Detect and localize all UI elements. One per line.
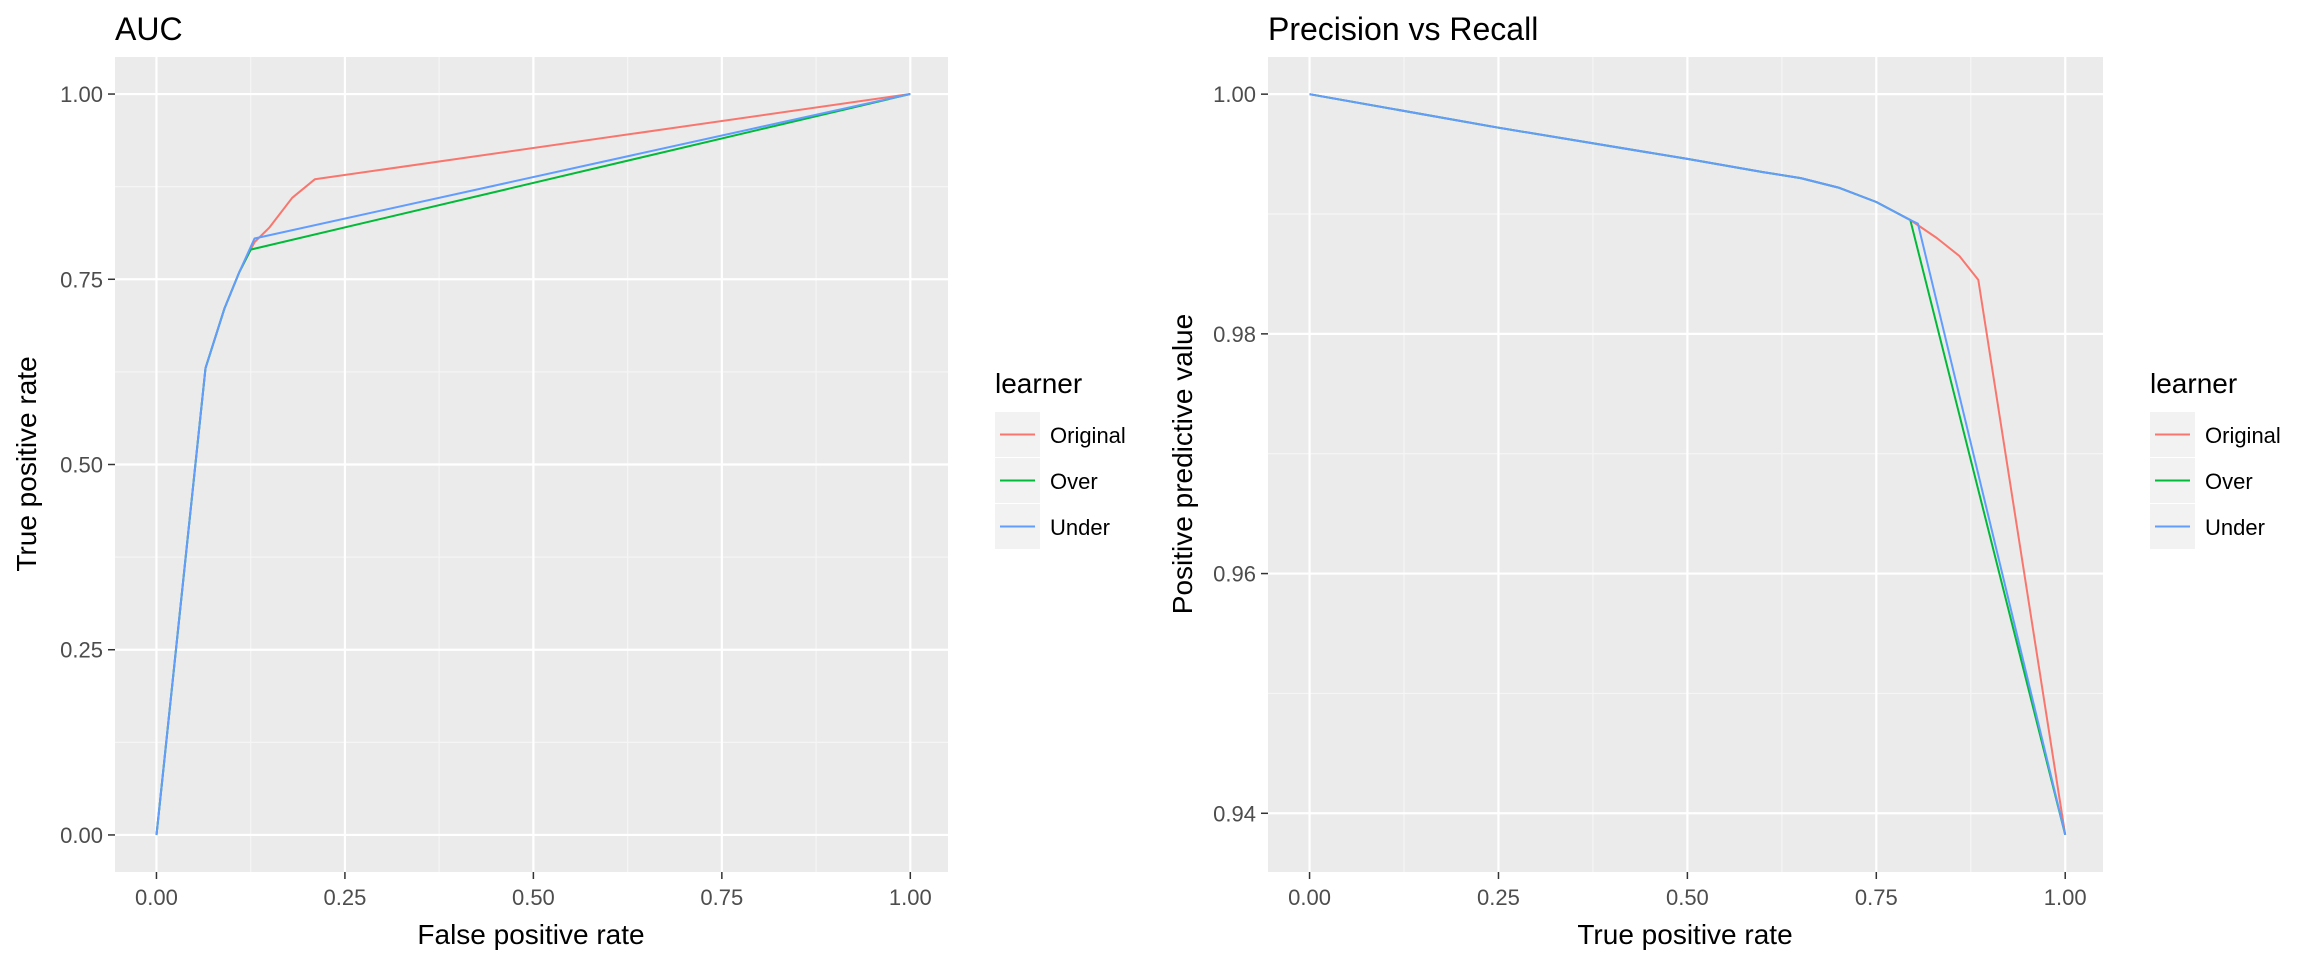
legend-title: learner <box>995 368 1082 399</box>
legend: learner Original Over Under <box>2150 368 2281 549</box>
y-tick-label: 0.94 <box>1213 801 1256 826</box>
x-tick-label: 0.75 <box>1855 885 1898 910</box>
x-tick-label: 0.50 <box>512 885 555 910</box>
x-axis-title: True positive rate <box>1577 919 1792 950</box>
series-line-under <box>1309 93 2067 836</box>
y-tick-label: 0.00 <box>60 823 103 848</box>
legend-label: Original <box>2205 423 2281 448</box>
legend-label: Under <box>1050 515 1110 540</box>
y-tick-label: 0.96 <box>1213 562 1256 587</box>
y-tick-label: 0.98 <box>1213 322 1256 347</box>
legend-label: Under <box>2205 515 2265 540</box>
legend-title: learner <box>2150 368 2237 399</box>
legend-label: Over <box>1050 469 1098 494</box>
legend: learner Original Over Under <box>995 368 1126 549</box>
x-tick-label: 0.50 <box>1666 885 1709 910</box>
chart-title: AUC <box>115 11 183 47</box>
x-tick-label: 1.00 <box>889 885 932 910</box>
chart-title: Precision vs Recall <box>1268 11 1538 47</box>
y-tick-label: 0.50 <box>60 453 103 478</box>
y-tick-label: 1.00 <box>1213 82 1256 107</box>
x-tick-label: 0.00 <box>135 885 178 910</box>
y-tick-label: 1.00 <box>60 82 103 107</box>
chart-panel-1: 0.00 0.25 0.50 0.75 1.00 0.00 0.25 0.50 0.75 1.00… <box>11 11 1126 950</box>
x-tick-label: 0.00 <box>1288 885 1331 910</box>
legend-label: Original <box>1050 423 1126 448</box>
x-tick-label: 0.25 <box>324 885 367 910</box>
y-axis-title: Positive predictive value <box>1167 314 1198 614</box>
y-axis-title: True positive rate <box>11 356 42 571</box>
x-tick-label: 1.00 <box>2044 885 2087 910</box>
legend-label: Over <box>2205 469 2253 494</box>
plot-panel-background <box>1268 57 2103 872</box>
x-tick-label: 0.75 <box>700 885 743 910</box>
y-tick-label: 0.25 <box>60 638 103 663</box>
y-tick-label: 0.75 <box>60 267 103 292</box>
chart-panel-2: 0.00 0.25 0.50 0.75 1.00 0.94 0.96 0.98 1.00 Prec… <box>1167 11 2281 950</box>
x-tick-label: 0.25 <box>1477 885 1520 910</box>
x-axis-title: False positive rate <box>417 919 644 950</box>
series-line-under <box>155 93 911 836</box>
